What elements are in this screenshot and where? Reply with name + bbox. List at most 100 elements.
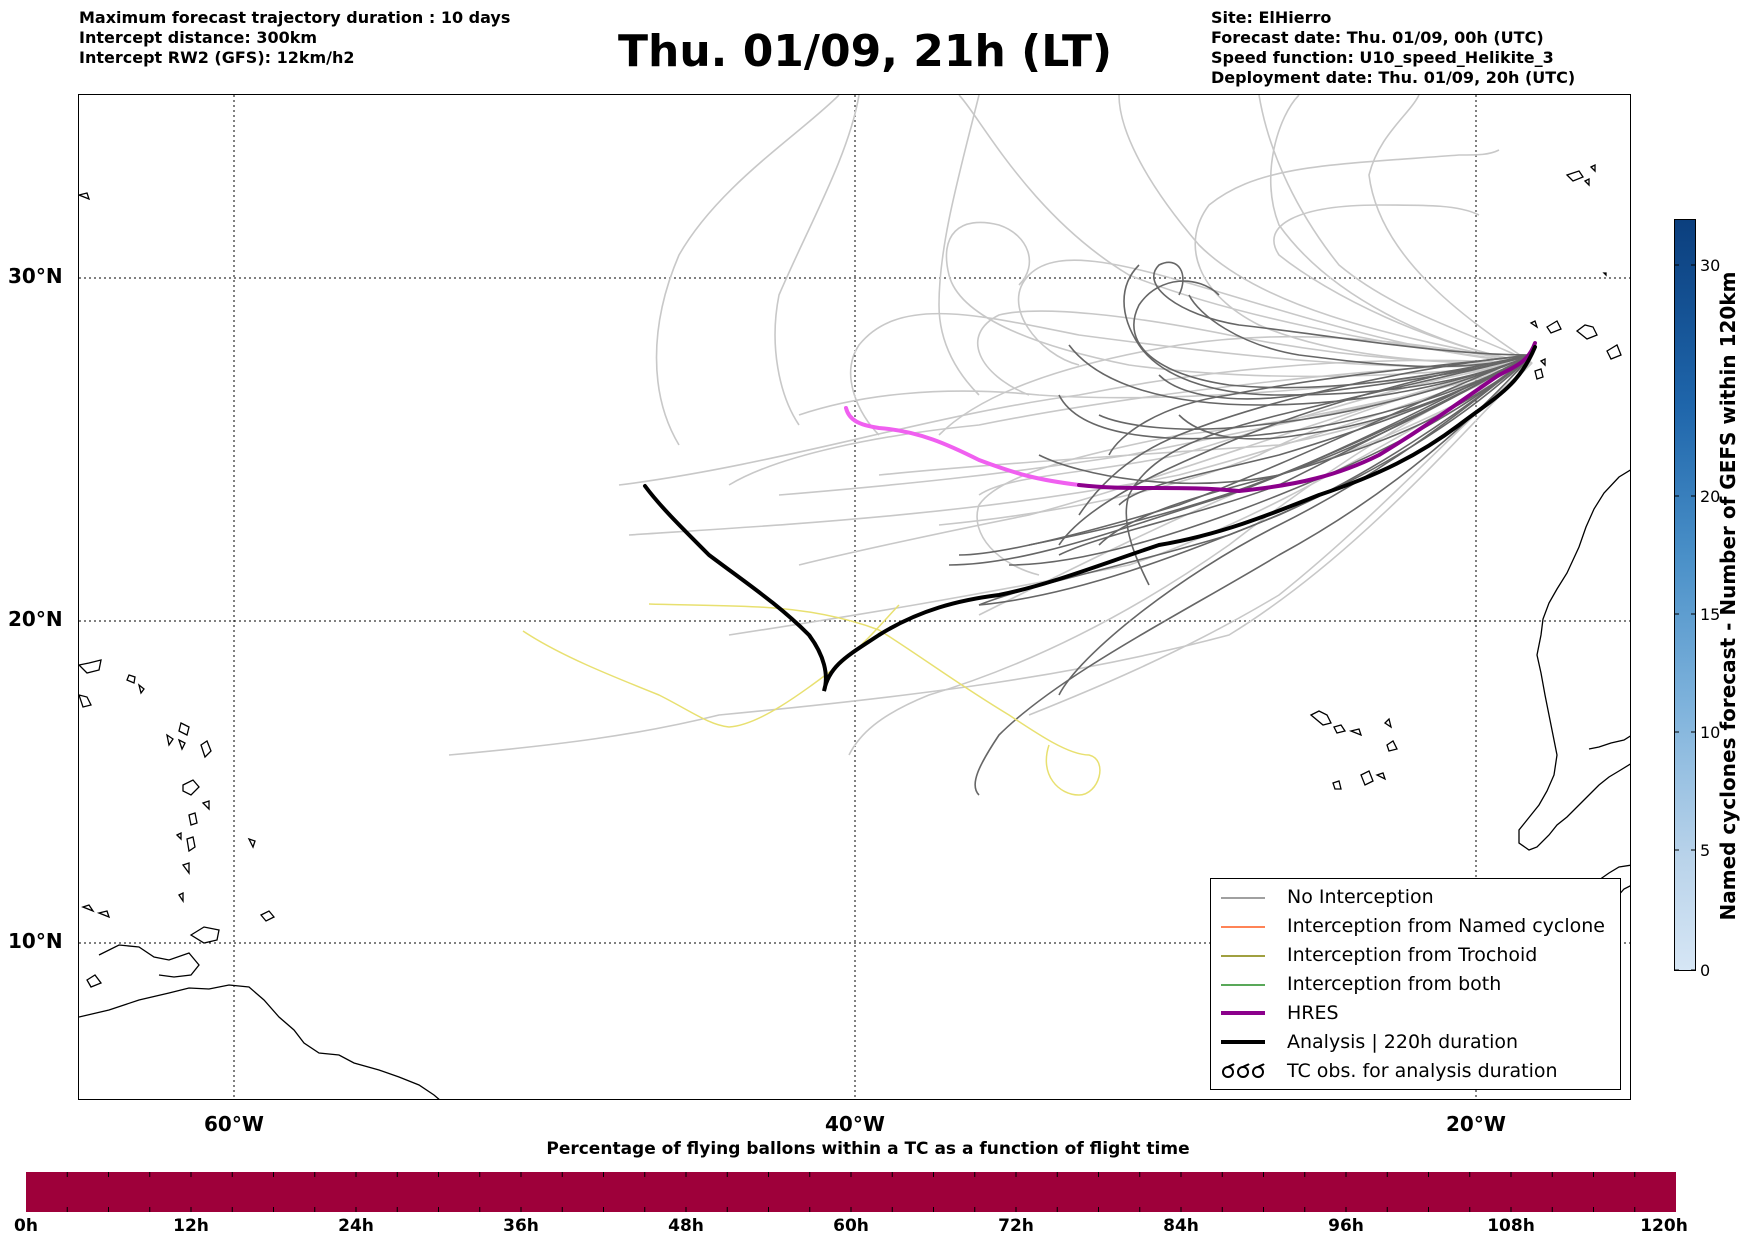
coast-small-2 <box>86 974 103 988</box>
lon-label-40w: 40°W <box>825 1112 885 1136</box>
coast-canary-1 <box>1575 324 1598 340</box>
analysis-track <box>643 345 1537 692</box>
coast-cape-verde-3 <box>1348 728 1363 737</box>
legend-swatch-analysis <box>1221 1040 1265 1044</box>
coast-cape-verde-5 <box>1386 740 1398 752</box>
coast-trinidad <box>189 926 220 944</box>
coast-dominica <box>188 812 198 826</box>
header-forecast-date: Forecast date: Thu. 01/09, 00h (UTC) <box>1211 28 1544 47</box>
colorbar-h-tick-96h: 96h <box>1328 1216 1364 1236</box>
header-intercept-distance: Intercept distance: 300km <box>79 28 318 47</box>
colorbar-v-tick-20: 20 <box>1700 487 1721 506</box>
colorbar-h-tick-0h: 0h <box>14 1216 38 1236</box>
colorbar-vertical-ticks <box>1674 264 1696 971</box>
header-speed-function: Speed function: U10_speed_Helikite_3 <box>1211 48 1554 67</box>
legend-label-analysis: Analysis | 220h duration <box>1287 1031 1519 1053</box>
coast-cape-verde-8 <box>1375 772 1387 781</box>
header-intercept-rw2: Intercept RW2 (GFS): 12km/h2 <box>79 48 355 67</box>
map-canvas <box>79 95 1630 1099</box>
header-deployment-date: Deployment date: Thu. 01/09, 20h (UTC) <box>1211 68 1576 87</box>
coastlines <box>79 163 1630 1099</box>
lat-label-20n: 20°N <box>8 607 63 631</box>
legend-swatch-no-interception <box>1221 897 1265 899</box>
legend-item-no-interception: No Interception <box>1221 883 1616 911</box>
coast-small-dot <box>1602 272 1607 277</box>
header-max-duration: Maximum forecast trajectory duration : 1… <box>79 8 511 27</box>
legend-item-trochoid: Interception from Trochoid <box>1221 941 1616 969</box>
legend-label-hres: HRES <box>1287 1002 1339 1024</box>
colorbar-v-tick-15: 15 <box>1700 605 1721 624</box>
coast-antilles-2 <box>126 674 136 684</box>
tc-obs-track-2 <box>522 604 900 728</box>
coast-antilles-4 <box>79 694 92 708</box>
coast-small-1 <box>175 831 182 841</box>
legend-swatch-named-cyclone <box>1221 926 1265 928</box>
coast-antilles-6 <box>200 740 212 759</box>
lat-label-10n: 10°N <box>8 929 63 953</box>
coast-tobago <box>259 910 276 922</box>
colorbar-h-tick-108h: 108h <box>1487 1216 1535 1236</box>
coast-antilles-7 <box>177 738 186 751</box>
coast-madeira <box>1565 170 1584 182</box>
main-title: Thu. 01/09, 21h (LT) <box>618 26 1113 77</box>
coast-grenada <box>178 891 184 904</box>
coast-antilles-3 <box>137 683 145 695</box>
coast-africa-gambia <box>1588 735 1630 750</box>
colorbar-h-tick-60h: 60h <box>833 1216 869 1236</box>
legend: No Interception Interception from Named … <box>1210 878 1621 1090</box>
coast-bermuda <box>79 192 91 201</box>
lon-label-20w: 20°W <box>1446 1112 1506 1136</box>
colorbar-horizontal-canvas <box>26 1172 1676 1212</box>
coast-africa <box>1518 469 1630 851</box>
coast-st-lucia <box>181 862 190 875</box>
coast-cape-verde-4 <box>1383 717 1393 729</box>
tc-obs-tracks <box>522 603 1101 796</box>
coast-cape-verde-1 <box>1309 710 1332 726</box>
colorbar-v-tick-10: 10 <box>1700 723 1721 742</box>
header-site: Site: ElHierro <box>1211 8 1332 27</box>
legend-label-trochoid: Interception from Trochoid <box>1287 944 1538 966</box>
colorbar-v-tick-0: 0 <box>1700 961 1711 980</box>
coast-guadeloupe <box>182 779 200 796</box>
legend-item-named-cyclone: Interception from Named cyclone <box>1221 912 1616 940</box>
coast-madeira-2 <box>1583 177 1590 187</box>
legend-swatch-hres <box>1221 1011 1265 1015</box>
colorbar-h-tick-12h: 12h <box>173 1216 209 1236</box>
coast-canary-4 <box>1534 368 1544 380</box>
colorbar-v-tick-30: 30 <box>1700 256 1721 275</box>
colorbar-h-tick-84h: 84h <box>1163 1216 1199 1236</box>
coast-venezuela-gulf <box>98 944 200 978</box>
colorbar-h-tick-36h: 36h <box>503 1216 539 1236</box>
coast-antilles-5 <box>178 722 190 736</box>
colorbar-h-tick-24h: 24h <box>338 1216 374 1236</box>
graticule <box>79 95 1630 1099</box>
tc-obs-track-1 <box>648 603 1101 796</box>
coast-canary-6 <box>1539 357 1546 367</box>
colorbar-horizontal-title: Percentage of flying ballons within a TC… <box>546 1139 1190 1159</box>
coast-antilles-1 <box>79 659 102 674</box>
colorbar-h-tick-72h: 72h <box>998 1216 1034 1236</box>
coast-cape-verde-6 <box>1360 770 1374 786</box>
coast-canary-5 <box>1529 320 1539 329</box>
coast-martinique <box>186 836 196 853</box>
colorbar-horizontal <box>26 1172 1676 1212</box>
coast-south-america <box>79 984 440 1099</box>
coast-curacao-2 <box>96 910 111 919</box>
lon-label-60w: 60°W <box>204 1112 264 1136</box>
colorbar-h-tick-120h: 120h <box>1640 1216 1688 1236</box>
legend-swatch-trochoid <box>1221 955 1265 957</box>
colorbar-vertical <box>1674 219 1696 971</box>
no-interception-tracks <box>948 261 1533 796</box>
coast-curacao-1 <box>81 904 95 913</box>
coast-antigua <box>201 800 210 811</box>
hres-track <box>844 341 1537 494</box>
legend-label-named-cyclone: Interception from Named cyclone <box>1287 915 1605 937</box>
coast-canary-3 <box>1606 344 1622 360</box>
coast-cape-verde-7 <box>1332 780 1342 790</box>
lat-label-30n: 30°N <box>8 264 63 288</box>
colorbar-v-tick-5: 5 <box>1700 841 1711 860</box>
legend-item-analysis: Analysis | 220h duration <box>1221 1028 1616 1056</box>
coast-madeira-3 <box>1589 163 1596 173</box>
legend-label-tc-obs: TC obs. for analysis duration <box>1287 1060 1558 1082</box>
coast-canary-2 <box>1546 320 1562 334</box>
